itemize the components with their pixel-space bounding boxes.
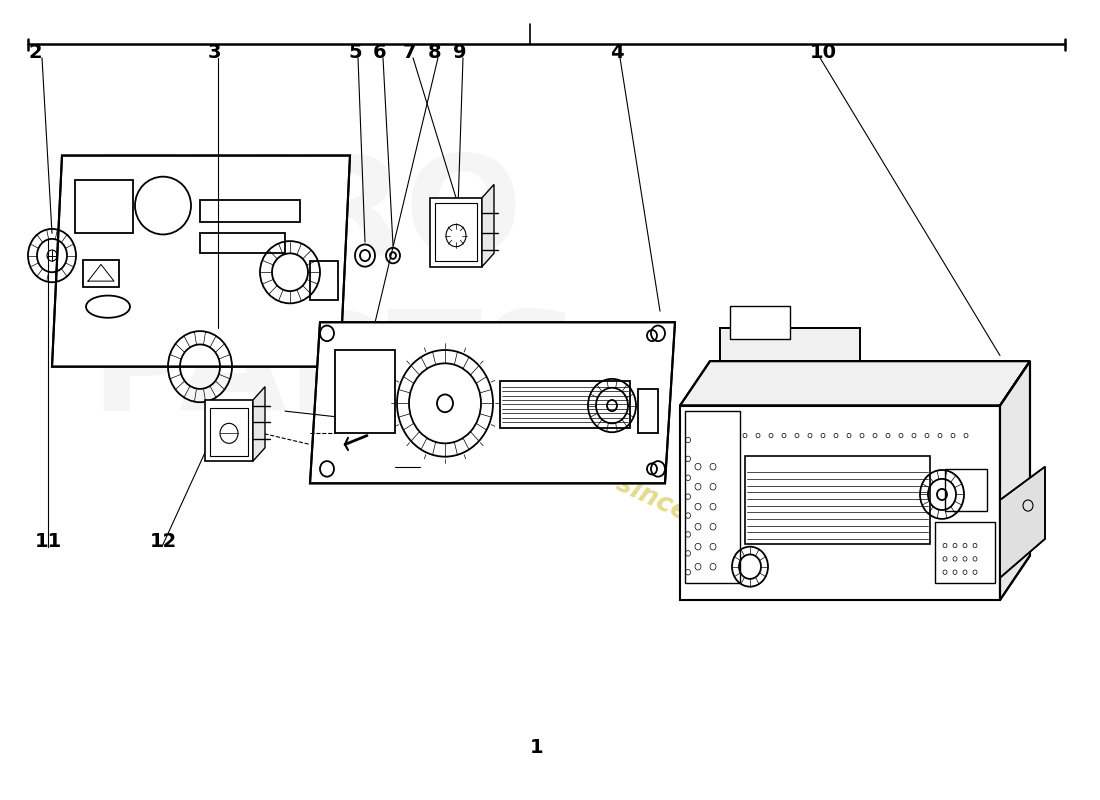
Text: 1: 1 (530, 738, 543, 758)
Text: EURO
PARTS: EURO PARTS (90, 149, 582, 440)
Text: a passion for parts since 1986: a passion for parts since 1986 (350, 349, 768, 562)
Text: 12: 12 (150, 532, 177, 550)
Polygon shape (680, 361, 1030, 406)
Bar (336, 350, 395, 434)
Text: 9: 9 (453, 42, 466, 62)
Text: 11: 11 (35, 532, 63, 550)
Bar (205, 400, 253, 461)
Bar (638, 389, 658, 434)
Text: 7: 7 (403, 42, 417, 62)
Text: 3: 3 (208, 42, 221, 62)
Text: 6: 6 (373, 42, 386, 62)
Polygon shape (1000, 361, 1030, 600)
Text: 8: 8 (428, 42, 441, 62)
Bar (75, 180, 133, 234)
Bar (730, 306, 790, 339)
Bar (500, 381, 630, 428)
Bar (685, 411, 740, 583)
Bar (945, 469, 987, 511)
Bar (935, 522, 996, 583)
Polygon shape (482, 185, 494, 266)
Polygon shape (52, 155, 350, 366)
Text: 4: 4 (610, 42, 624, 62)
Bar (200, 200, 300, 222)
Polygon shape (1000, 466, 1045, 578)
Bar (200, 234, 285, 254)
Bar (680, 406, 1000, 600)
Text: 10: 10 (810, 42, 837, 62)
Text: 5: 5 (348, 42, 362, 62)
Bar (210, 408, 248, 455)
Bar (745, 455, 930, 545)
Bar (430, 198, 482, 266)
Text: 2: 2 (28, 42, 42, 62)
Bar (434, 203, 477, 261)
Bar (82, 260, 119, 286)
Bar (310, 261, 338, 300)
Polygon shape (720, 328, 860, 361)
Polygon shape (310, 322, 675, 483)
Polygon shape (253, 386, 265, 461)
